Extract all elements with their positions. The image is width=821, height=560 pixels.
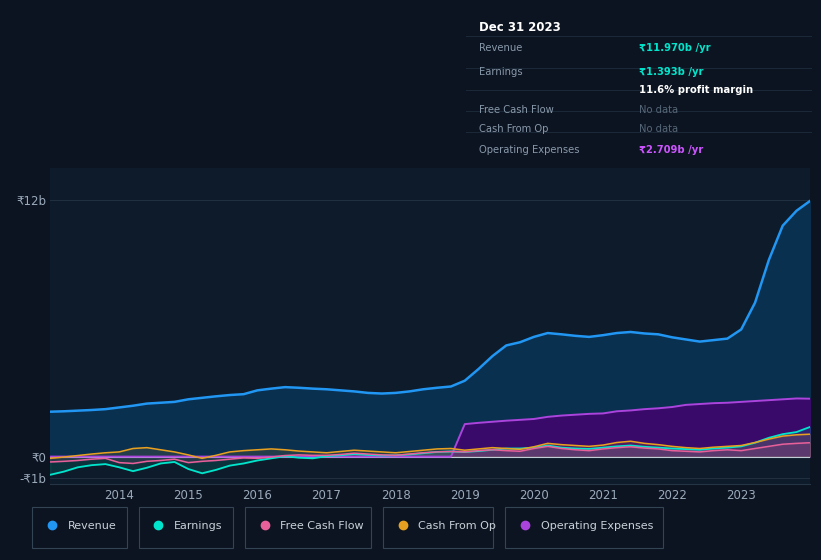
FancyBboxPatch shape — [32, 507, 126, 548]
Text: No data: No data — [639, 105, 678, 115]
Text: Revenue: Revenue — [479, 43, 523, 53]
Text: Dec 31 2023: Dec 31 2023 — [479, 21, 561, 34]
FancyBboxPatch shape — [139, 507, 233, 548]
Text: Cash From Op: Cash From Op — [419, 521, 496, 531]
Text: Revenue: Revenue — [67, 521, 117, 531]
FancyBboxPatch shape — [245, 507, 371, 548]
Text: Free Cash Flow: Free Cash Flow — [479, 105, 554, 115]
Text: ₹1.393b /yr: ₹1.393b /yr — [639, 67, 704, 77]
FancyBboxPatch shape — [383, 507, 493, 548]
Text: No data: No data — [639, 124, 678, 134]
FancyBboxPatch shape — [505, 507, 663, 548]
Text: Operating Expenses: Operating Expenses — [479, 145, 580, 155]
Text: Free Cash Flow: Free Cash Flow — [281, 521, 364, 531]
Text: Cash From Op: Cash From Op — [479, 124, 548, 134]
Text: ₹11.970b /yr: ₹11.970b /yr — [639, 43, 710, 53]
Text: Earnings: Earnings — [174, 521, 222, 531]
Text: Earnings: Earnings — [479, 67, 523, 77]
Text: 11.6% profit margin: 11.6% profit margin — [639, 85, 753, 95]
Text: Operating Expenses: Operating Expenses — [540, 521, 653, 531]
Text: ₹2.709b /yr: ₹2.709b /yr — [639, 145, 703, 155]
